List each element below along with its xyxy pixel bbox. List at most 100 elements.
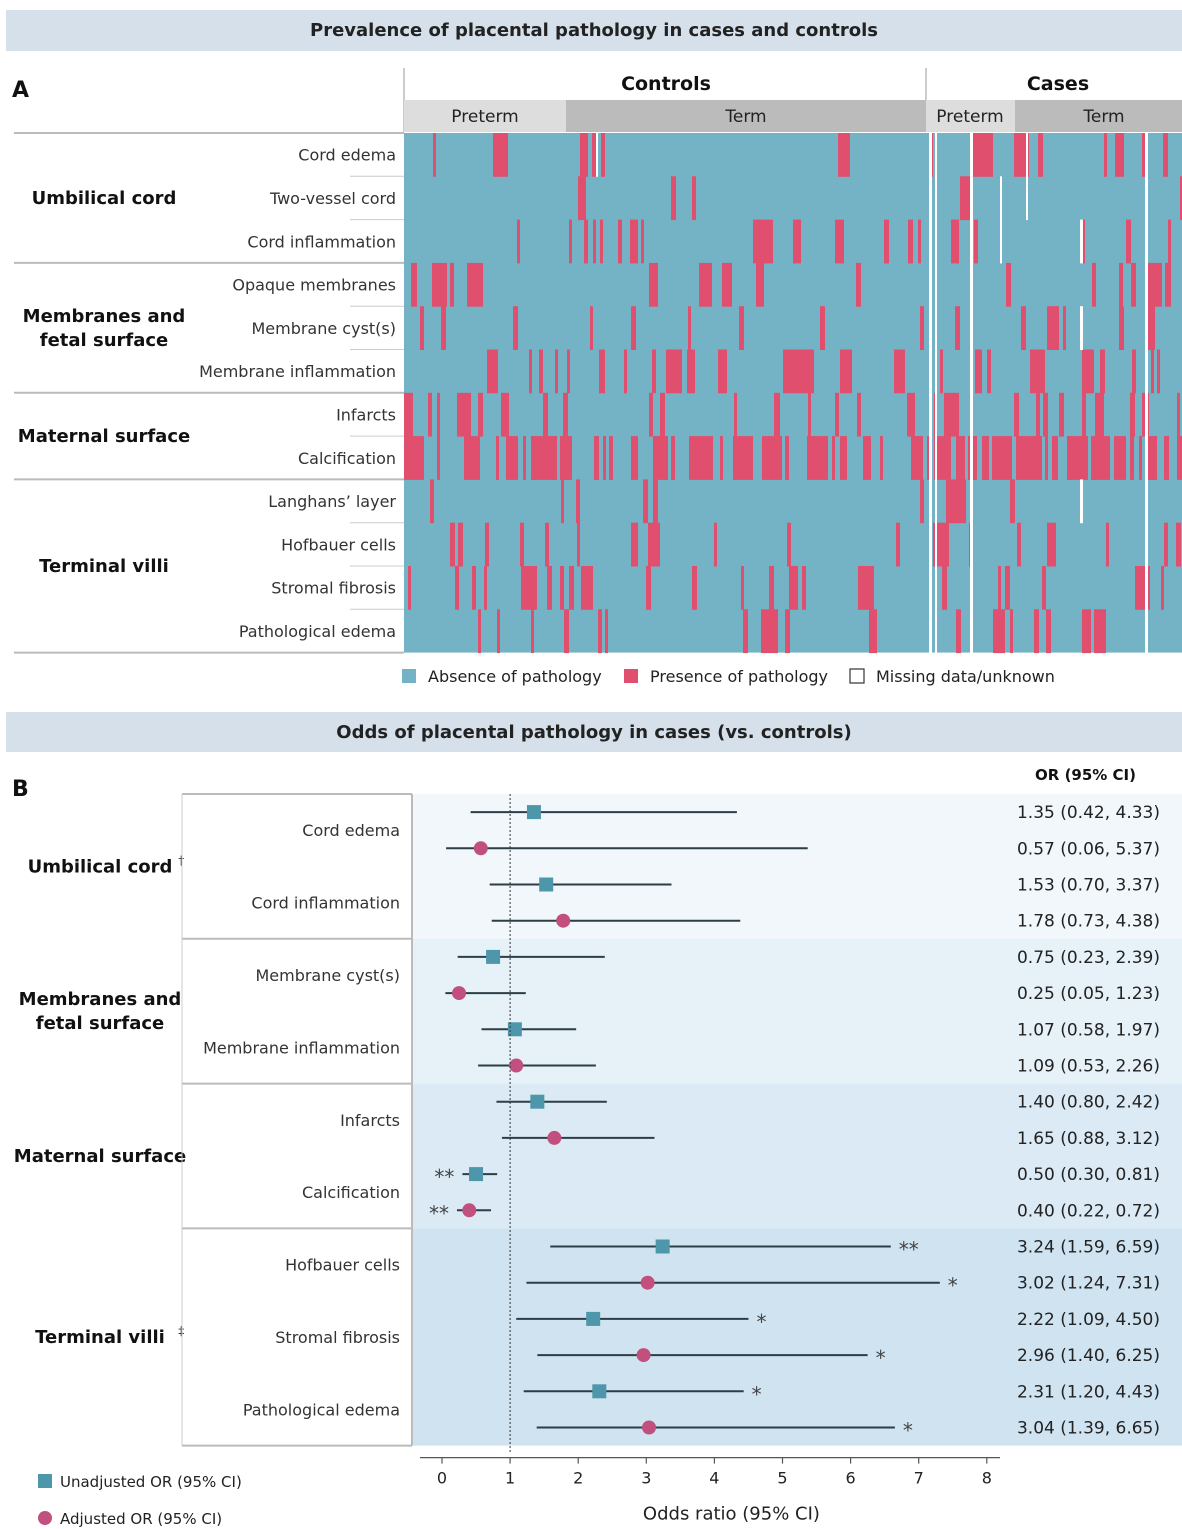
heatmap-cell-presence xyxy=(635,436,638,480)
heatmap-cell-presence xyxy=(899,349,902,394)
heatmap-cell-missing xyxy=(935,262,937,307)
heatmap-cell-presence xyxy=(808,392,811,437)
subgroup-bar xyxy=(566,100,926,132)
heatmap-cell-presence xyxy=(584,219,588,264)
row-label: Pathological edema xyxy=(239,622,396,641)
heatmap-cell-presence xyxy=(843,436,847,480)
heatmap-cell-missing xyxy=(1000,219,1002,264)
heatmap-cell-presence xyxy=(653,436,665,480)
legend-label: Presence of pathology xyxy=(650,667,828,686)
heatmap-cell-missing xyxy=(935,566,937,610)
heatmap-cell-presence xyxy=(1142,133,1147,177)
heatmap-cell-presence xyxy=(1036,392,1040,437)
heatmap-cell-presence xyxy=(1017,522,1021,567)
heatmap-cell-presence xyxy=(1001,436,1004,480)
group-label: Terminal villi xyxy=(35,1327,165,1348)
heatmap-cell-presence xyxy=(1004,436,1009,480)
heatmap-cell-presence xyxy=(433,133,436,177)
heatmap-cell-presence xyxy=(567,349,570,394)
heatmap-cell-presence xyxy=(908,219,913,264)
heatmap-cell-presence xyxy=(563,436,567,480)
heatmap-cell-presence xyxy=(1115,133,1124,177)
heatmap-cell-presence xyxy=(1130,436,1134,480)
heatmap-cell-presence xyxy=(946,479,966,524)
heatmap-cell-presence xyxy=(761,262,764,307)
heatmap-cell-presence xyxy=(450,522,455,567)
heatmap-cell-presence xyxy=(869,609,877,654)
unadjusted-or-marker xyxy=(530,1094,545,1109)
heatmap-cell-presence xyxy=(982,436,985,480)
heatmap-cell-presence xyxy=(600,219,603,264)
heatmap-cell-presence xyxy=(641,219,644,264)
legend-swatch xyxy=(624,669,638,683)
heatmap-cell-presence xyxy=(987,349,991,394)
heatmap-cell-presence xyxy=(472,566,476,610)
heatmap-cell-presence xyxy=(649,262,653,307)
heatmap-cell-presence xyxy=(599,349,605,394)
heatmap-cell-presence xyxy=(631,306,636,350)
heatmap-cell-missing xyxy=(935,392,937,437)
heatmap-cell-presence xyxy=(631,522,634,567)
heatmap-cell-presence xyxy=(761,609,766,654)
item-label: Membrane cyst(s) xyxy=(255,966,400,985)
heatmap-cell-presence xyxy=(578,176,586,221)
row-label: Infarcts xyxy=(336,405,396,424)
heatmap-cell-presence xyxy=(689,436,694,480)
or-ci-value: 1.53 (0.70, 3.37) xyxy=(1017,876,1160,896)
heatmap-cell-presence xyxy=(973,436,977,480)
heatmap-cell-presence xyxy=(648,522,660,567)
heatmap-cell-missing xyxy=(970,479,973,524)
group-footnote-marker: ‡ xyxy=(178,1324,184,1338)
heatmap-cell-presence xyxy=(624,349,627,394)
heatmap-cell-presence xyxy=(598,609,602,654)
unadjusted-or-marker xyxy=(592,1384,607,1399)
heatmap-cell-presence xyxy=(555,349,558,394)
or-ci-value: 0.57 (0.06, 5.37) xyxy=(1017,839,1160,859)
heatmap-cell-presence xyxy=(1177,392,1180,437)
heatmap-cell-presence xyxy=(420,306,424,350)
heatmap-cell-presence xyxy=(956,436,960,480)
heatmap-cell-presence xyxy=(1119,306,1124,350)
heatmap-cell-presence xyxy=(920,306,924,350)
forest-plot-panel: B OR (95% CI) Umbilical cord † Cord edema 1.3… xyxy=(12,766,1182,1528)
adjusted-or-marker xyxy=(547,1130,562,1145)
heatmap-cell-presence xyxy=(1180,176,1182,221)
heatmap-cell-presence xyxy=(1100,349,1105,394)
or-ci-value: 2.31 (1.20, 4.43) xyxy=(1017,1382,1160,1402)
panel-a-letter: A xyxy=(12,78,29,103)
legend-swatch xyxy=(402,669,416,683)
heatmap-cell-presence xyxy=(1106,522,1109,567)
heatmap-cell-presence xyxy=(590,306,593,350)
heatmap-cell-presence xyxy=(942,566,947,610)
heatmap-cell-presence xyxy=(880,436,883,480)
heatmap-cell-presence xyxy=(783,349,799,394)
heatmap-cell-presence xyxy=(535,436,551,480)
item-label: Infarcts xyxy=(340,1111,400,1130)
heatmap-cell-presence xyxy=(1126,219,1131,264)
x-tick-label: 8 xyxy=(982,1469,992,1488)
heatmap-cell-presence xyxy=(660,392,665,437)
heatmap-cell-missing xyxy=(935,609,937,654)
heatmap-cell-presence xyxy=(458,522,463,567)
group-band xyxy=(413,1228,1182,1446)
heatmap-cell-missing xyxy=(1145,566,1148,610)
heatmap-cell-presence xyxy=(609,436,613,480)
unadjusted-or-marker xyxy=(655,1239,670,1254)
heatmap-cell-presence xyxy=(560,566,564,610)
heatmap-cell-presence xyxy=(1091,436,1096,480)
heatmap-cell-presence xyxy=(478,392,483,437)
x-axis-label: Odds ratio (95% CI) xyxy=(643,1504,820,1525)
heatmap-cell-presence xyxy=(1165,262,1171,307)
heatmap-cell-presence xyxy=(592,133,598,177)
heatmap-panel: A Controls Cases Preterm Term Preterm Term Cord… xyxy=(12,68,1182,686)
significance-marker: * xyxy=(903,1419,913,1443)
legend-swatch xyxy=(849,668,865,684)
heatmap-cell-presence xyxy=(1101,436,1110,480)
or-ci-value: 1.07 (0.58, 1.97) xyxy=(1017,1020,1160,1040)
heatmap-cell-presence xyxy=(1119,262,1123,307)
heatmap-cell-missing xyxy=(1080,219,1083,264)
heatmap-cell-presence xyxy=(1070,436,1073,480)
heatmap-cell-presence xyxy=(653,262,658,307)
heatmap-cell-presence xyxy=(974,219,978,264)
heatmap-cell-missing xyxy=(970,176,973,221)
